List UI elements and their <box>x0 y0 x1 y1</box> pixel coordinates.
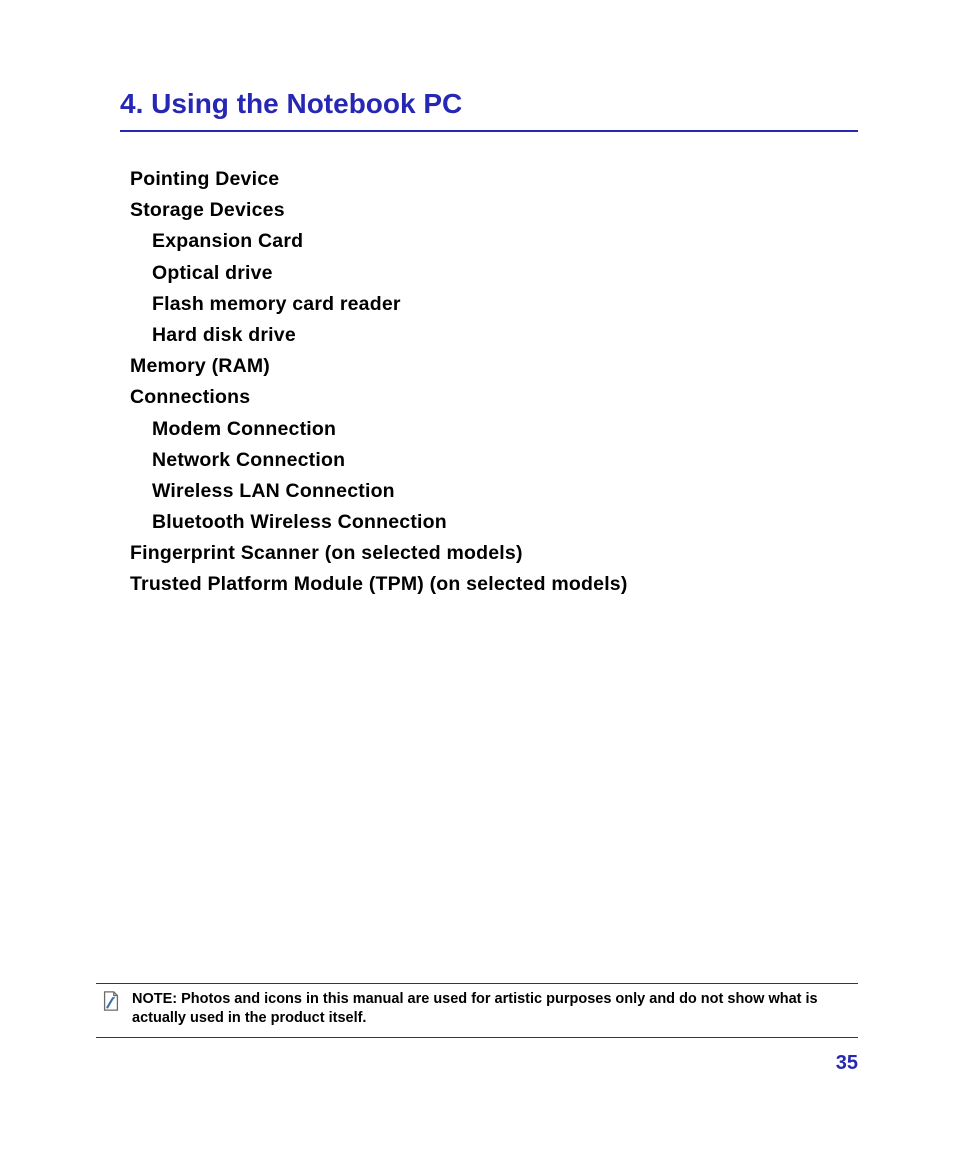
toc-item: Trusted Platform Module (TPM) (on select… <box>130 569 858 600</box>
chapter-title: 4. Using the Notebook PC <box>120 88 858 132</box>
note-page-icon <box>100 990 122 1012</box>
note-text: NOTE: Photos and icons in this manual ar… <box>132 990 854 1029</box>
toc-subitem: Network Connection <box>152 445 858 476</box>
toc-subitem: Hard disk drive <box>152 320 858 351</box>
toc-item: Storage Devices <box>130 195 858 226</box>
toc-subitem: Bluetooth Wireless Connection <box>152 507 858 538</box>
page-number: 35 <box>96 1052 858 1075</box>
note-box: NOTE: Photos and icons in this manual ar… <box>96 983 858 1038</box>
toc-subitem: Wireless LAN Connection <box>152 476 858 507</box>
toc-subitem: Modem Connection <box>152 414 858 445</box>
toc-item: Fingerprint Scanner (on selected models) <box>130 538 858 569</box>
document-page: 4. Using the Notebook PC Pointing Device… <box>0 0 954 1155</box>
toc-item: Connections <box>130 382 858 413</box>
toc-subitem: Optical drive <box>152 258 858 289</box>
page-footer: NOTE: Photos and icons in this manual ar… <box>96 983 858 1075</box>
toc-item: Pointing Device <box>130 164 858 195</box>
toc-item: Memory (RAM) <box>130 351 858 382</box>
toc-subitem: Expansion Card <box>152 226 858 257</box>
toc-subitem: Flash memory card reader <box>152 289 858 320</box>
table-of-contents: Pointing Device Storage Devices Expansio… <box>130 164 858 601</box>
